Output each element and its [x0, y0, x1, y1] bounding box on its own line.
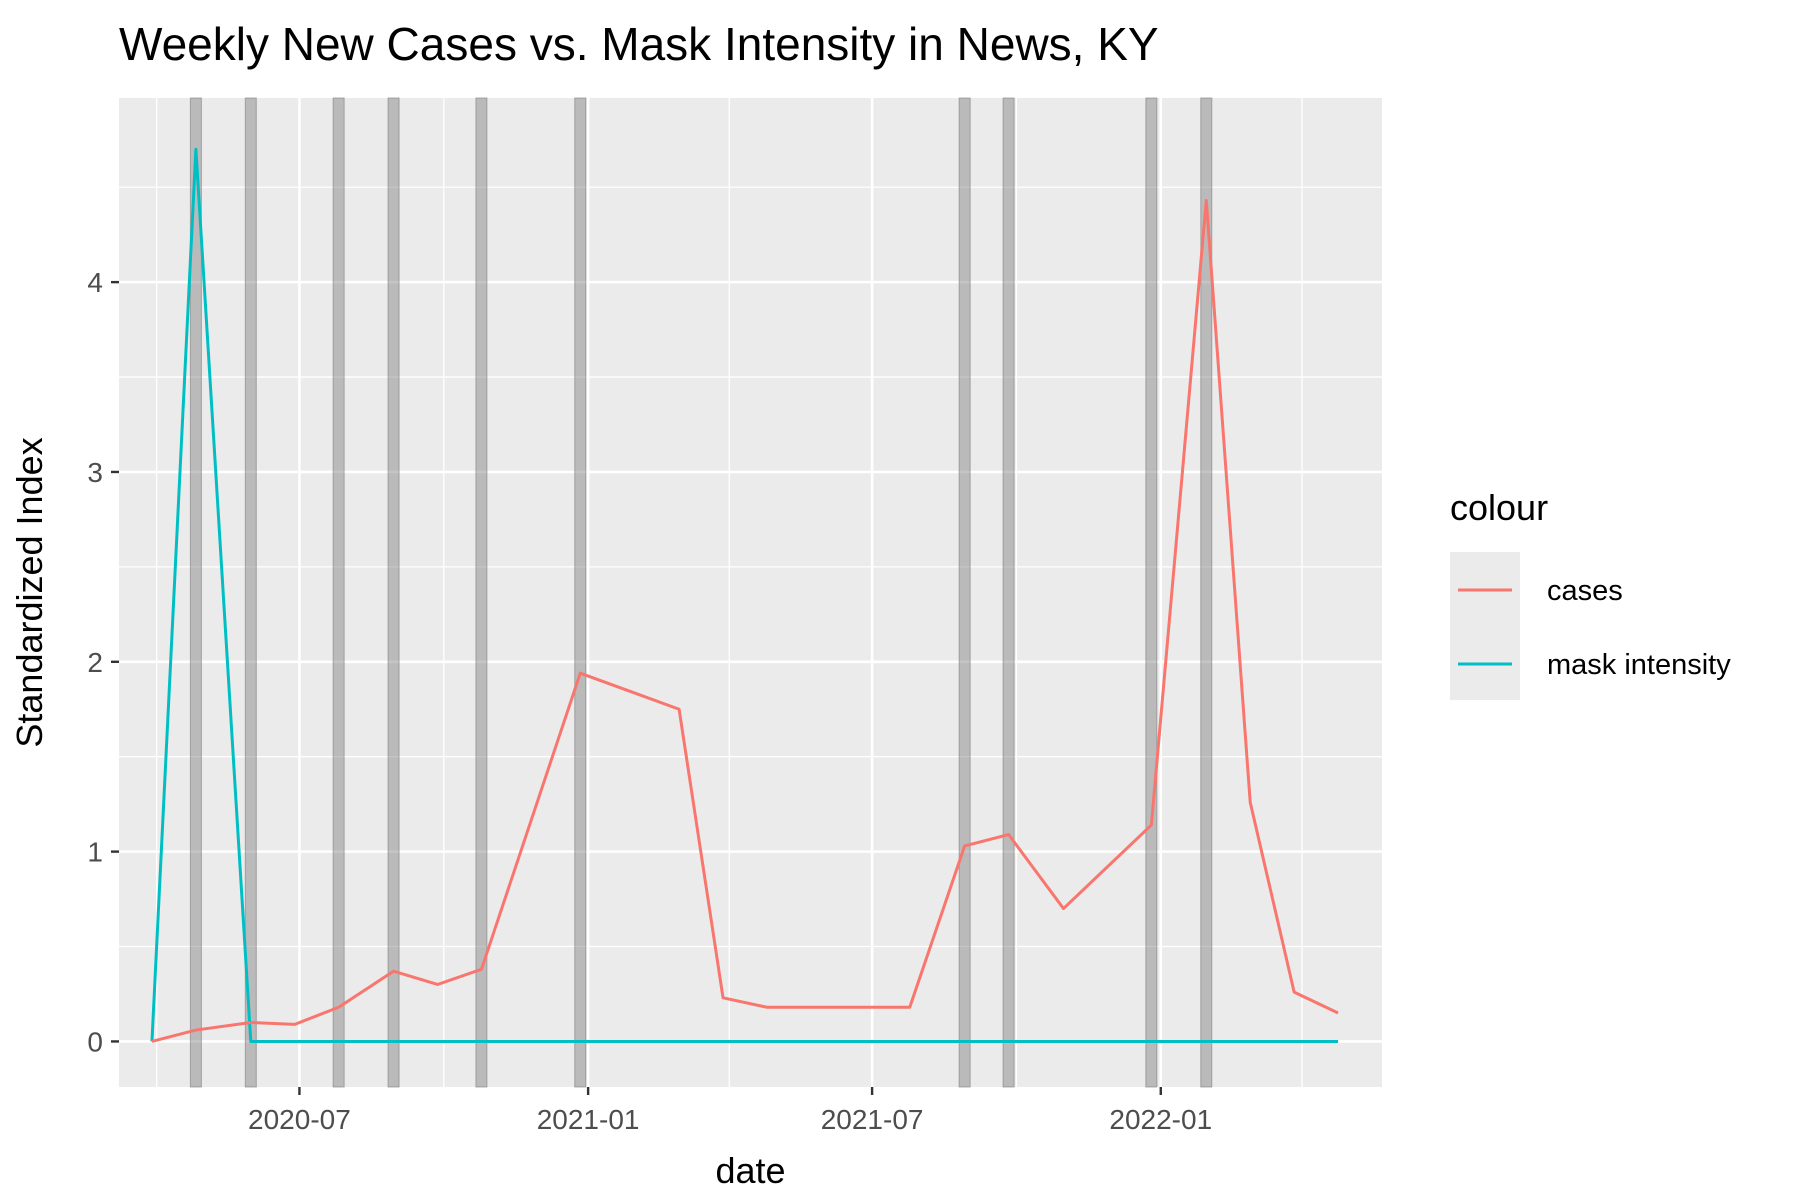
y-tick-label: 3 — [87, 457, 103, 488]
chart-title: Weekly New Cases vs. Mask Intensity in N… — [119, 18, 1159, 70]
legend-label: mask intensity — [1547, 649, 1731, 681]
vertical-marker — [244, 97, 257, 1088]
vertical-marker — [958, 97, 971, 1088]
vertical-marker — [387, 97, 400, 1088]
vertical-marker — [574, 97, 587, 1088]
axes: 0 1 2 3 4 2020-07 2021-01 2021-07 2022-01 — [87, 267, 1212, 1135]
legend-title: colour — [1450, 487, 1548, 528]
y-tick-label: 1 — [87, 837, 103, 868]
y-tick-label: 2 — [87, 647, 103, 678]
vertical-marker — [1200, 97, 1213, 1088]
x-tick-label: 2021-01 — [537, 1104, 640, 1135]
gridlines — [119, 98, 1382, 1087]
x-axis-label: date — [715, 1150, 785, 1191]
legend-label: cases — [1547, 575, 1623, 607]
vertical-marker — [1145, 97, 1158, 1088]
vertical-markers — [189, 97, 1213, 1088]
legend-key-background — [1450, 552, 1520, 700]
vertical-marker — [475, 97, 488, 1088]
x-tick-label: 2022-01 — [1109, 1104, 1212, 1135]
y-tick-label: 4 — [87, 267, 103, 298]
series-line-cases — [151, 199, 1339, 1043]
y-axis-label: Standardized Index — [9, 437, 50, 747]
vertical-marker — [189, 97, 202, 1088]
vertical-marker — [332, 97, 345, 1088]
x-tick-label: 2020-07 — [248, 1104, 351, 1135]
vertical-marker — [1002, 97, 1015, 1088]
legend: colour cases mask intensity — [1450, 487, 1731, 700]
series-line-mask-intensity — [150, 147, 1339, 1043]
plot-panel — [119, 98, 1382, 1087]
x-tick-label: 2021-07 — [821, 1104, 924, 1135]
y-tick-label: 0 — [87, 1026, 103, 1057]
